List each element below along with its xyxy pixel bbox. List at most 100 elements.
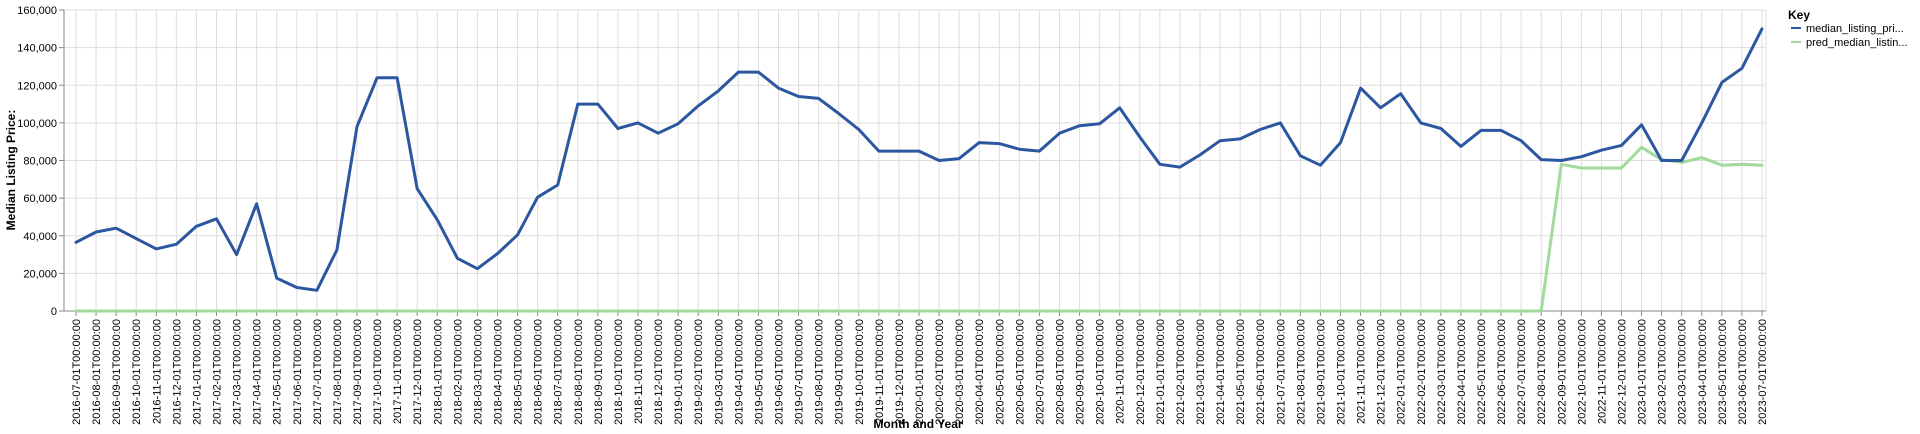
x-tick-label: 2017-06-01T00:00:00	[292, 319, 304, 425]
gridlines	[63, 9, 1767, 312]
x-tick-label: 2016-11-01T00:00:00	[151, 319, 163, 424]
x-tick-label: 2022-04-01T00:00:00	[1456, 319, 1468, 425]
x-tick-label: 2021-01-01T00:00:00	[1155, 319, 1167, 425]
x-tick-label: 2019-04-01T00:00:00	[733, 319, 745, 425]
x-tick-label: 2020-12-01T00:00:00	[1135, 319, 1147, 425]
x-tick-label: 2022-06-01T00:00:00	[1496, 319, 1508, 425]
x-tick-label: 2022-01-01T00:00:00	[1396, 319, 1408, 425]
x-tick-label: 2023-06-01T00:00:00	[1737, 319, 1749, 425]
x-tick-label: 2021-12-01T00:00:00	[1376, 319, 1388, 425]
x-tick-label: 2019-12-01T00:00:00	[894, 319, 906, 425]
x-tick-label: 2018-12-01T00:00:00	[653, 319, 665, 425]
x-tick-label: 2018-04-01T00:00:00	[493, 319, 505, 425]
x-tick-label: 2019-06-01T00:00:00	[774, 319, 786, 425]
x-tick-label: 2020-08-01T00:00:00	[1055, 319, 1067, 425]
x-axis-title: Month and Year	[873, 417, 962, 431]
x-tick-label: 2021-03-01T00:00:00	[1195, 319, 1207, 425]
x-tick-label: 2016-10-01T00:00:00	[131, 319, 143, 425]
x-tick-label: 2020-09-01T00:00:00	[1075, 319, 1087, 425]
x-tick-label: 2016-12-01T00:00:00	[171, 319, 183, 425]
x-tick-label: 2022-11-01T00:00:00	[1596, 319, 1608, 424]
x-tick-label: 2016-08-01T00:00:00	[91, 319, 103, 425]
x-tick-label: 2020-11-01T00:00:00	[1115, 319, 1127, 424]
x-tick-label: 2021-04-01T00:00:00	[1215, 319, 1227, 425]
x-tick-label: 2019-11-01T00:00:00	[874, 319, 886, 424]
x-tick-label: 2020-06-01T00:00:00	[1014, 319, 1026, 425]
y-tick-label: 0	[51, 306, 57, 318]
x-tick-label: 2021-11-01T00:00:00	[1356, 319, 1368, 424]
y-tick-label: 140,000	[17, 43, 57, 55]
legend-label: median_listing_pri...	[1806, 23, 1904, 35]
x-tick-label: 2018-08-01T00:00:00	[573, 319, 585, 425]
x-tick-label: 2019-09-01T00:00:00	[834, 319, 846, 425]
x-tick-label: 2016-07-01T00:00:00	[71, 319, 83, 425]
legend-label: pred_median_listin...	[1806, 37, 1908, 49]
x-tick-label: 2017-01-01T00:00:00	[191, 319, 203, 425]
x-axis: 2016-07-01T00:00:00 2016-08-01T00:00:00 20…	[64, 310, 1769, 425]
series-line-pred-median-listin	[74, 145, 1764, 313]
x-tick-label: 2023-04-01T00:00:00	[1697, 319, 1709, 425]
x-tick-label: 2023-05-01T00:00:00	[1717, 319, 1729, 425]
x-tick-label: 2017-11-01T00:00:00	[392, 319, 404, 424]
x-tick-label: 2021-10-01T00:00:00	[1336, 319, 1348, 425]
x-tick-label: 2021-07-01T00:00:00	[1275, 319, 1287, 425]
y-tick-label: 160,000	[17, 5, 57, 17]
x-tick-label: 2022-02-01T00:00:00	[1416, 319, 1428, 425]
x-tick-label: 2020-05-01T00:00:00	[994, 319, 1006, 425]
x-tick-label: 2018-09-01T00:00:00	[593, 319, 605, 425]
x-tick-label: 2022-08-01T00:00:00	[1536, 319, 1548, 425]
y-tick-label: 60,000	[23, 193, 57, 205]
x-tick-label: 2019-01-01T00:00:00	[673, 319, 685, 425]
x-tick-label: 2022-12-01T00:00:00	[1617, 319, 1629, 425]
x-tick-label: 2021-08-01T00:00:00	[1295, 319, 1307, 425]
x-tick-label: 2018-06-01T00:00:00	[533, 319, 545, 425]
x-tick-label: 2019-03-01T00:00:00	[713, 319, 725, 425]
x-tick-label: 2017-03-01T00:00:00	[232, 319, 244, 425]
x-tick-label: 2019-07-01T00:00:00	[794, 319, 806, 425]
legend-title: Key	[1788, 8, 1810, 22]
x-tick-label: 2023-03-01T00:00:00	[1677, 319, 1689, 425]
x-tick-label: 2022-05-01T00:00:00	[1476, 319, 1488, 425]
x-tick-label: 2023-01-01T00:00:00	[1637, 319, 1649, 425]
y-tick-label: 80,000	[23, 156, 57, 168]
x-tick-label: 2019-08-01T00:00:00	[814, 319, 826, 425]
x-tick-label: 2021-06-01T00:00:00	[1255, 319, 1267, 425]
y-tick-label: 100,000	[17, 118, 57, 130]
x-tick-label: 2022-03-01T00:00:00	[1436, 319, 1448, 425]
x-tick-label: 2018-10-01T00:00:00	[613, 319, 625, 425]
x-tick-label: 2017-04-01T00:00:00	[252, 319, 264, 425]
x-tick-label: 2021-05-01T00:00:00	[1235, 319, 1247, 425]
series-line-median-listing-pri	[74, 27, 1764, 292]
x-tick-label: 2021-02-01T00:00:00	[1175, 319, 1187, 425]
x-tick-label: 2017-02-01T00:00:00	[212, 319, 224, 425]
y-tick-label: 40,000	[23, 231, 57, 243]
y-axis-title: Median Listing Price:	[4, 110, 18, 231]
x-tick-label: 2020-10-01T00:00:00	[1095, 319, 1107, 425]
x-tick-label: 2018-05-01T00:00:00	[513, 319, 525, 425]
x-tick-label: 2017-07-01T00:00:00	[312, 319, 324, 425]
x-tick-label: 2018-03-01T00:00:00	[472, 319, 484, 425]
x-tick-label: 2018-11-01T00:00:00	[633, 319, 645, 424]
y-tick-label: 120,000	[17, 80, 57, 92]
x-tick-label: 2021-09-01T00:00:00	[1315, 319, 1327, 425]
x-tick-label: 2018-07-01T00:00:00	[553, 319, 565, 425]
x-tick-label: 2019-05-01T00:00:00	[753, 319, 765, 425]
series-layer	[74, 27, 1764, 313]
x-tick-label: 2017-05-01T00:00:00	[272, 319, 284, 425]
x-tick-label: 2022-09-01T00:00:00	[1556, 319, 1568, 425]
x-tick-label: 2022-07-01T00:00:00	[1516, 319, 1528, 425]
x-tick-label: 2020-03-01T00:00:00	[954, 319, 966, 425]
x-tick-label: 2019-02-01T00:00:00	[693, 319, 705, 425]
x-tick-label: 2022-10-01T00:00:00	[1576, 319, 1588, 425]
x-tick-label: 2016-09-01T00:00:00	[111, 319, 123, 425]
x-tick-label: 2017-09-01T00:00:00	[352, 319, 364, 425]
x-tick-label: 2018-02-01T00:00:00	[452, 319, 464, 425]
x-tick-label: 2020-04-01T00:00:00	[974, 319, 986, 425]
legend: Key median_listing_pri... pred_median_lis…	[1788, 8, 1908, 49]
x-tick-label: 2017-08-01T00:00:00	[332, 319, 344, 425]
x-tick-label: 2017-12-01T00:00:00	[412, 319, 424, 425]
x-tick-label: 2018-01-01T00:00:00	[432, 319, 444, 425]
x-tick-label: 2020-07-01T00:00:00	[1034, 319, 1046, 425]
x-tick-label: 2023-02-01T00:00:00	[1657, 319, 1669, 425]
